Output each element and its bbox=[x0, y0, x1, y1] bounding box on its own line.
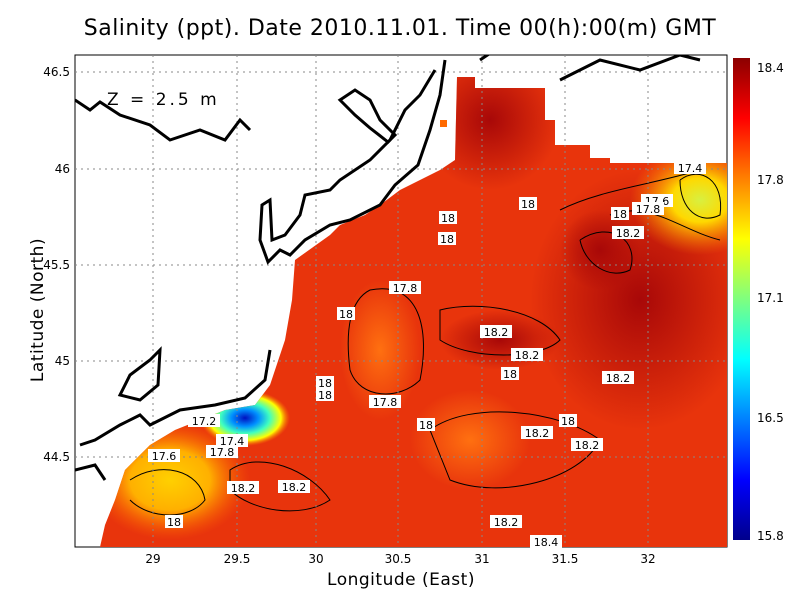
contour-label: 18.2 bbox=[521, 426, 553, 440]
svg-text:18: 18 bbox=[613, 208, 627, 221]
contour-label: 18 bbox=[417, 418, 435, 432]
x-tick: 29 bbox=[145, 552, 160, 566]
contour-label-layer: 17.417.617.81818.218181817.81818.218.218… bbox=[148, 161, 706, 549]
svg-text:17.8: 17.8 bbox=[373, 396, 398, 409]
svg-text:18: 18 bbox=[318, 377, 332, 390]
svg-text:17.4: 17.4 bbox=[678, 162, 703, 175]
x-tick: 32 bbox=[640, 552, 655, 566]
colorbar-tick: 18.4 bbox=[757, 61, 784, 75]
svg-text:18: 18 bbox=[503, 368, 517, 381]
svg-text:17.8: 17.8 bbox=[636, 203, 661, 216]
svg-text:18: 18 bbox=[167, 516, 181, 529]
svg-text:17.8: 17.8 bbox=[393, 282, 418, 295]
contour-label: 17.8 bbox=[389, 281, 421, 295]
x-tick-labels: 29 29.5 30 30.5 31 31.5 32 bbox=[145, 552, 655, 566]
contour-label: 18 bbox=[337, 307, 355, 321]
svg-text:18: 18 bbox=[561, 415, 575, 428]
colorbar-tick: 17.1 bbox=[757, 291, 784, 305]
svg-text:18: 18 bbox=[419, 419, 433, 432]
contour-label: 18 bbox=[501, 367, 519, 381]
y-tick-labels: 46.5 46 45.5 45 44.5 bbox=[43, 65, 70, 464]
colorbar-tick: 17.8 bbox=[757, 173, 784, 187]
contour-label: 17.8 bbox=[369, 395, 401, 409]
y-tick: 46.5 bbox=[43, 65, 70, 79]
svg-text:17.4: 17.4 bbox=[220, 435, 245, 448]
svg-text:18: 18 bbox=[339, 308, 353, 321]
y-tick: 44.5 bbox=[43, 450, 70, 464]
y-tick: 45 bbox=[55, 354, 70, 368]
x-tick: 31.5 bbox=[552, 552, 579, 566]
contour-label: 18 bbox=[519, 197, 537, 211]
svg-text:18.2: 18.2 bbox=[231, 482, 256, 495]
x-axis-label: Longitude (East) bbox=[327, 570, 475, 590]
svg-text:18.2: 18.2 bbox=[494, 516, 519, 529]
contour-label: 17.4 bbox=[674, 161, 706, 175]
svg-text:17.2: 17.2 bbox=[192, 415, 217, 428]
graticule bbox=[75, 55, 727, 547]
contour-label: 17.4 bbox=[216, 434, 248, 448]
x-tick: 31 bbox=[474, 552, 489, 566]
contour-label: 18.2 bbox=[571, 438, 603, 452]
x-tick: 30 bbox=[308, 552, 323, 566]
contour-label: 18 bbox=[438, 232, 456, 246]
x-tick: 30.5 bbox=[385, 552, 412, 566]
svg-text:18.2: 18.2 bbox=[616, 227, 641, 240]
contour-label: 17.2 bbox=[188, 414, 220, 428]
svg-text:18.2: 18.2 bbox=[484, 326, 509, 339]
contour-label: 18 bbox=[316, 388, 334, 402]
contour-label: 18.2 bbox=[490, 515, 522, 529]
contour-label: 17.8 bbox=[206, 445, 238, 459]
svg-text:18.2: 18.2 bbox=[282, 481, 307, 494]
svg-text:18.2: 18.2 bbox=[525, 427, 550, 440]
svg-text:18: 18 bbox=[521, 198, 535, 211]
contour-label: 18 bbox=[165, 515, 183, 529]
svg-text:18.2: 18.2 bbox=[606, 372, 631, 385]
contour-label: 17.8 bbox=[632, 202, 664, 216]
contour-label: 18.2 bbox=[602, 371, 634, 385]
contour-label: 18.2 bbox=[612, 226, 644, 240]
y-tick: 46 bbox=[55, 162, 70, 176]
island-cell bbox=[440, 120, 447, 127]
x-tick: 29.5 bbox=[224, 552, 251, 566]
svg-text:17.6: 17.6 bbox=[152, 450, 177, 463]
svg-text:17.8: 17.8 bbox=[210, 446, 235, 459]
svg-text:18: 18 bbox=[318, 389, 332, 402]
y-tick: 45.5 bbox=[43, 258, 70, 272]
svg-text:18: 18 bbox=[440, 233, 454, 246]
colorbar-tick: 16.5 bbox=[757, 411, 784, 425]
depth-label: Z = 2.5 m bbox=[107, 90, 220, 110]
contour-label: 18 bbox=[611, 207, 629, 221]
contour-label: 18.2 bbox=[278, 480, 310, 494]
contour-label: 18 bbox=[439, 211, 457, 225]
chart-title: Salinity (ppt). Date 2010.11.01. Time 00… bbox=[83, 16, 717, 41]
contour-label: 18 bbox=[316, 376, 334, 390]
contour-label: 18.4 bbox=[530, 535, 562, 549]
contour-label: 18.2 bbox=[227, 481, 259, 495]
contour-label: 18 bbox=[559, 414, 577, 428]
contour-label: 18.2 bbox=[480, 325, 512, 339]
y-axis-label: Latitude (North) bbox=[28, 237, 48, 383]
colorbar-tick: 15.8 bbox=[757, 529, 784, 543]
colorbar bbox=[733, 58, 750, 540]
svg-text:18.2: 18.2 bbox=[575, 439, 600, 452]
svg-text:18.4: 18.4 bbox=[534, 536, 559, 549]
contour-label: 17.6 bbox=[148, 449, 180, 463]
svg-text:18: 18 bbox=[441, 212, 455, 225]
coastline bbox=[75, 55, 701, 481]
contour-label: 18.2 bbox=[511, 348, 543, 362]
svg-text:18.2: 18.2 bbox=[515, 349, 540, 362]
